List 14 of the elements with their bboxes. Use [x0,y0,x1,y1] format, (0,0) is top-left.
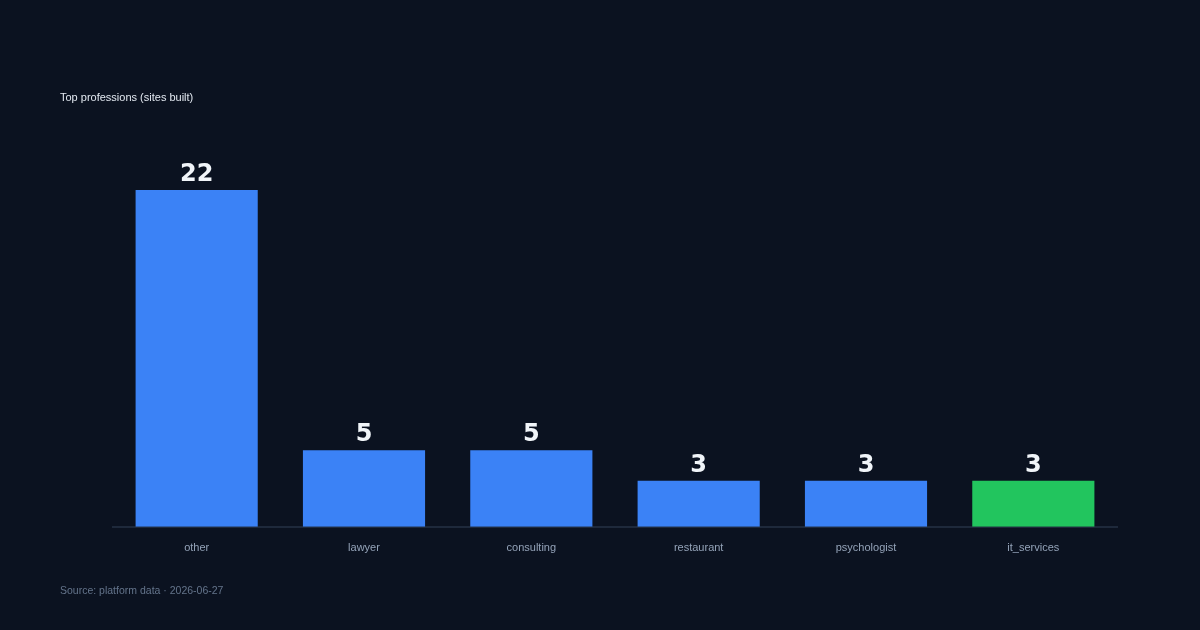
data-label: 5 [355,419,373,448]
x-tick-label: restaurant [673,541,724,554]
data-label: 3 [1024,450,1042,479]
x-tick-label: it_services [1007,541,1060,554]
x-tick-label: consulting [506,541,557,554]
data-label: 3 [857,450,875,479]
data-label: 5 [522,419,540,448]
source-note: Source: platform data · 2026-06-27 [60,584,224,596]
data-label: 22 [179,159,214,188]
x-tick-label: other [184,541,210,554]
chart-subtitle: Top professions (sites built) [60,91,194,103]
x-tick-label: lawyer [348,541,381,554]
x-tick-label: psychologist [835,541,897,554]
data-label: 3 [690,450,708,479]
